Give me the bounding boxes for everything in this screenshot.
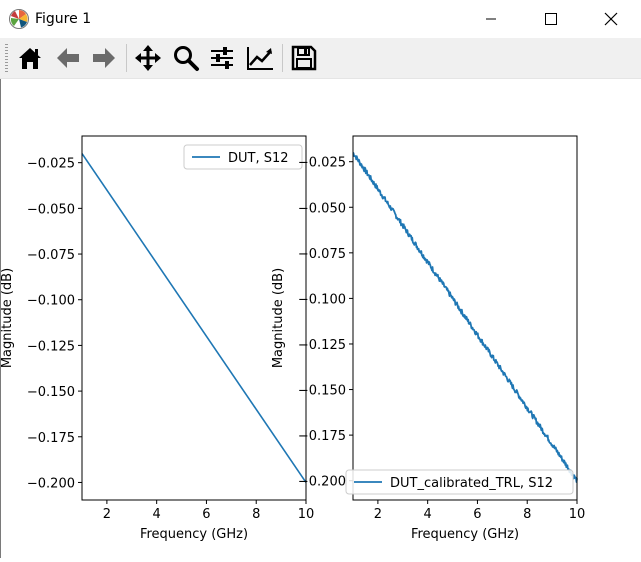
home-icon <box>19 48 41 69</box>
x-axis-label: Frequency (GHz) <box>411 527 519 542</box>
x-tick-label: 4 <box>424 507 432 522</box>
y-tick-label: −0.150 <box>27 385 75 400</box>
sliders-icon <box>211 47 233 69</box>
minimize-button[interactable] <box>468 4 514 34</box>
y-axis-label: Magnitude (dB) <box>271 268 286 368</box>
legend-label: DUT, S12 <box>228 151 289 166</box>
floppy-disk-icon <box>291 45 317 71</box>
maximize-button[interactable] <box>528 4 574 34</box>
back-button[interactable] <box>52 42 84 74</box>
x-tick-label: 4 <box>153 507 161 522</box>
line-chart-icon <box>247 47 273 70</box>
navigation-toolbar <box>0 38 641 79</box>
y-tick-label: −0.075 <box>298 247 346 262</box>
y-tick-label: −0.175 <box>298 429 346 444</box>
move-icon <box>135 45 161 71</box>
forward-button[interactable] <box>88 42 120 74</box>
y-tick-label: −0.175 <box>27 431 75 446</box>
y-tick-label: −0.125 <box>298 338 346 353</box>
y-axis-label: Magnitude (dB) <box>0 268 15 368</box>
y-tick-label: −0.075 <box>27 248 75 263</box>
axes-frame <box>352 135 578 501</box>
y-tick-label: −0.050 <box>27 202 75 217</box>
pan-button[interactable] <box>132 42 164 74</box>
subplot-2: 2 4 6 8 10 −0.025 −0.050 −0.075 −0.100 −0.125 −0.1… <box>271 135 586 542</box>
title-bar: Figure 1 <box>0 0 641 38</box>
legend-label: DUT_calibrated_TRL, S12 <box>390 476 553 491</box>
arrow-left-icon <box>57 48 79 68</box>
y-tick-label: −0.200 <box>298 475 346 490</box>
y-tick-label: −0.150 <box>298 384 346 399</box>
save-button[interactable] <box>288 42 320 74</box>
y-tick-label: −0.200 <box>27 476 75 491</box>
close-button[interactable] <box>588 4 634 34</box>
toolbar-separator <box>126 44 127 72</box>
zoom-button[interactable] <box>170 42 202 74</box>
magnifier-icon <box>174 46 199 71</box>
home-button[interactable] <box>14 42 46 74</box>
y-tick-label: −0.050 <box>298 201 346 216</box>
canvas-border <box>0 79 1 558</box>
configure-subplots-button[interactable] <box>206 42 238 74</box>
y-tick-label: −0.125 <box>27 339 75 354</box>
figure-canvas[interactable]: 2 4 6 8 10 −0.025 −0.050 −0.075 −0.100 −0.125 −0.1… <box>0 79 641 558</box>
subplot-1: 2 4 6 8 10 −0.025 −0.050 −0.075 −0.100 −0.125 −0.1… <box>0 135 315 542</box>
edit-axes-button[interactable] <box>244 42 276 74</box>
toolbar-grip[interactable] <box>5 44 8 72</box>
x-tick-label: 6 <box>473 507 481 522</box>
x-tick-label: 8 <box>523 507 531 522</box>
arrow-right-icon <box>93 48 115 68</box>
x-tick-label: 10 <box>569 507 586 522</box>
window-title: Figure 1 <box>35 11 92 27</box>
data-line <box>81 153 307 483</box>
data-line <box>352 151 578 483</box>
x-axis-label: Frequency (GHz) <box>140 527 248 542</box>
figure-svg: 2 4 6 8 10 −0.025 −0.050 −0.075 −0.100 −0.125 −0.1… <box>0 135 586 542</box>
legend-box <box>345 469 574 495</box>
matplotlib-logo-icon <box>8 8 30 30</box>
y-tick-label: −0.025 <box>27 157 75 172</box>
legend-box <box>183 144 303 170</box>
toolbar-separator <box>282 44 283 72</box>
x-tick-label: 10 <box>298 507 315 522</box>
x-tick-label: 2 <box>374 507 382 522</box>
x-tick-label: 8 <box>252 507 260 522</box>
x-tick-label: 6 <box>202 507 210 522</box>
minimize-icon <box>486 18 496 20</box>
maximize-icon <box>545 13 557 25</box>
y-tick-label: −0.100 <box>27 294 75 309</box>
x-tick-label: 2 <box>103 507 111 522</box>
axes-frame <box>81 135 307 501</box>
y-tick-label: −0.100 <box>298 292 346 307</box>
close-icon <box>604 12 618 26</box>
y-tick-label: −0.025 <box>298 156 346 171</box>
